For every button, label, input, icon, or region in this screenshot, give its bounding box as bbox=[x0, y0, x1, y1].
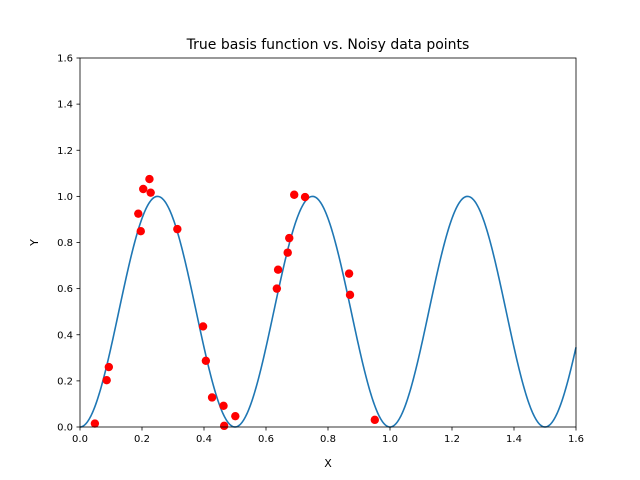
y-tick-label: 0.6 bbox=[57, 284, 73, 295]
data-point bbox=[272, 284, 282, 293]
data-point bbox=[285, 233, 294, 243]
y-tick-label: 1.4 bbox=[57, 100, 73, 111]
data-point bbox=[145, 174, 154, 184]
data-point bbox=[370, 415, 380, 425]
x-tick-label: 1.6 bbox=[568, 434, 584, 445]
y-tick-label: 0.2 bbox=[57, 376, 73, 387]
data-point bbox=[231, 411, 240, 421]
data-point bbox=[102, 375, 111, 385]
data-point bbox=[201, 356, 211, 366]
data-points bbox=[90, 174, 380, 431]
data-point bbox=[300, 192, 310, 202]
plot-area bbox=[79, 57, 577, 431]
data-point bbox=[134, 209, 143, 218]
x-axis-label: X bbox=[324, 457, 332, 470]
data-point bbox=[273, 265, 283, 274]
data-point bbox=[219, 401, 228, 410]
y-tick-label: 1.0 bbox=[57, 192, 73, 203]
data-point bbox=[219, 421, 229, 431]
y-axis-label: Y bbox=[28, 239, 41, 247]
y-tick-label: 0.8 bbox=[57, 238, 73, 249]
data-point bbox=[146, 188, 155, 197]
data-point bbox=[207, 393, 217, 402]
data-point bbox=[283, 248, 292, 257]
data-point bbox=[344, 269, 354, 278]
x-tick-label: 1.2 bbox=[444, 434, 460, 445]
data-point bbox=[139, 184, 148, 194]
y-axis-ticks: 0.0 0.2 0.4 0.6 0.8 1.0 1.2 1.4 1.6 bbox=[57, 54, 80, 434]
data-point bbox=[90, 419, 100, 428]
data-point bbox=[290, 190, 299, 199]
data-point bbox=[104, 362, 114, 372]
x-tick-label: 0.0 bbox=[72, 434, 88, 445]
data-point bbox=[136, 226, 145, 236]
data-point bbox=[198, 322, 208, 331]
x-tick-label: 1.4 bbox=[506, 434, 522, 445]
x-tick-label: 0.8 bbox=[320, 434, 336, 445]
x-axis-ticks: 0.0 0.2 0.4 0.6 0.8 1.0 1.2 1.4 1.6 bbox=[72, 427, 584, 445]
data-point bbox=[345, 290, 355, 300]
y-tick-label: 1.2 bbox=[57, 146, 73, 157]
y-tick-label: 1.6 bbox=[57, 54, 73, 65]
basis-function-curve bbox=[79, 195, 577, 428]
plot-background bbox=[80, 58, 576, 427]
y-tick-label: 0.4 bbox=[57, 330, 73, 341]
x-tick-label: 0.2 bbox=[134, 434, 150, 445]
x-tick-label: 0.4 bbox=[196, 434, 212, 445]
x-tick-label: 0.6 bbox=[258, 434, 274, 445]
y-tick-label: 0.0 bbox=[57, 423, 73, 434]
chart-title: True basis function vs. Noisy data point… bbox=[186, 37, 470, 53]
x-tick-label: 1.0 bbox=[382, 434, 398, 445]
data-point bbox=[173, 224, 182, 234]
